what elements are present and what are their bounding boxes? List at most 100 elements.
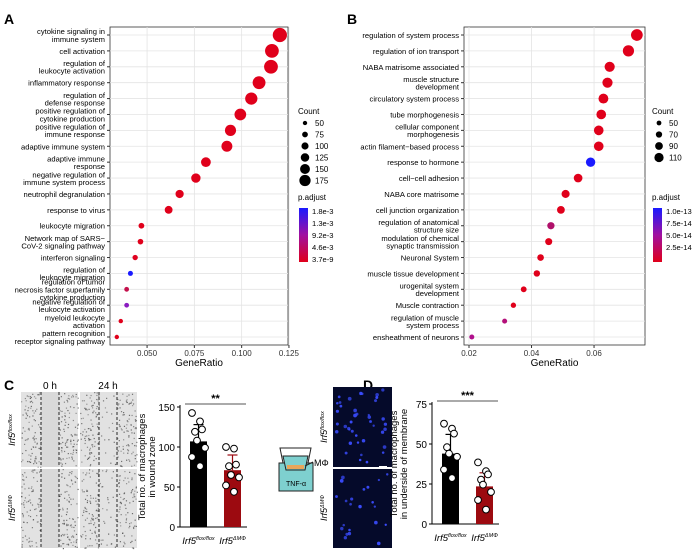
x-tick-label: 0.125	[279, 349, 300, 358]
panel-label-d: D	[363, 377, 373, 393]
cell-speck	[132, 451, 134, 453]
cell-speck	[29, 499, 31, 501]
cell-speck	[59, 443, 61, 445]
cell-speck	[68, 416, 70, 419]
cell-speck	[118, 440, 120, 442]
cell-speck	[96, 394, 98, 397]
cell-speck	[123, 414, 125, 416]
padjust-legend-label: 5.0e-14	[666, 231, 692, 240]
nucleus	[344, 499, 348, 503]
data-point	[198, 425, 206, 434]
cell-speck	[82, 417, 84, 419]
cell-speck	[135, 487, 137, 489]
cell-speck	[28, 487, 30, 489]
nucleus	[369, 420, 372, 423]
count-legend-dot	[656, 120, 662, 126]
term-label-line: Muscle contraction	[396, 301, 459, 310]
cell-speck	[123, 498, 125, 500]
cell-speck	[89, 449, 91, 451]
x-tick-label: 0.075	[184, 349, 205, 358]
nucleus	[353, 408, 357, 413]
cell-speck	[63, 477, 66, 479]
padjust-colorbar	[653, 208, 662, 262]
category-label: Irf5flox/flox	[434, 533, 467, 544]
cell-speck	[37, 521, 39, 523]
cell-speck	[90, 522, 92, 524]
cell-speck	[39, 522, 42, 525]
term-label-line: response to virus	[47, 206, 105, 215]
cell-speck	[75, 533, 78, 536]
data-point	[450, 429, 458, 438]
cell-speck	[131, 547, 134, 549]
cell-speck	[65, 407, 68, 409]
cell-speck	[26, 413, 28, 415]
term-label-line: immune system process	[23, 178, 105, 187]
cell-speck	[26, 522, 28, 524]
cell-speck	[126, 459, 128, 461]
cell-speck	[127, 452, 129, 454]
cell-speck	[122, 532, 124, 534]
nucleus	[343, 536, 348, 540]
cell-speck	[86, 490, 89, 492]
cell-speck	[124, 543, 126, 545]
data-point	[235, 473, 243, 482]
cell-speck	[70, 453, 72, 455]
cell-speck	[118, 475, 120, 477]
cell-speck	[117, 456, 119, 458]
x-tick-label: 0.02	[461, 349, 477, 358]
cell-speck	[30, 400, 33, 402]
cell-speck	[126, 430, 128, 432]
y-tick-label: 50	[164, 483, 176, 494]
cell-speck	[100, 543, 103, 545]
count-legend-dot	[302, 131, 308, 138]
cell-speck	[83, 478, 85, 481]
data-point	[137, 238, 144, 245]
term-label-line: adaptive immune system	[21, 142, 105, 151]
cell-speck	[31, 540, 33, 543]
cell-speck	[125, 427, 127, 429]
term-label-line: regulation of	[63, 59, 106, 68]
cell-speck	[66, 511, 68, 513]
term-label-line: circulatory system process	[370, 95, 460, 104]
cell-speck	[131, 465, 133, 467]
cell-speck	[121, 429, 123, 431]
cell-speck	[95, 500, 97, 502]
cell-speck	[122, 414, 124, 416]
cell-speck	[21, 473, 24, 476]
cell-speck	[127, 512, 129, 514]
cell-speck	[27, 407, 30, 409]
term-label-line: negative regulation of	[32, 170, 106, 179]
cell-speck	[123, 431, 125, 433]
cell-speck	[85, 538, 87, 540]
cell-speck	[75, 540, 77, 542]
term-label: leukocyte migration	[40, 222, 105, 231]
cell-speck	[132, 399, 134, 401]
cell-speck	[129, 460, 131, 462]
data-point	[201, 443, 209, 452]
nucleus	[361, 438, 366, 443]
count-legend-label: 50	[315, 119, 324, 128]
cell-speck	[86, 472, 88, 474]
cell-speck	[72, 419, 74, 422]
cell-speck	[77, 488, 79, 491]
data-point	[440, 465, 448, 474]
cell-speck	[70, 524, 72, 526]
cell-speck	[74, 524, 76, 527]
cell-speck	[114, 546, 116, 548]
cell-speck	[36, 472, 38, 474]
cell-speck	[69, 525, 72, 527]
cell-speck	[134, 490, 136, 492]
cell-speck	[126, 401, 128, 403]
cell-speck	[21, 503, 23, 505]
cell-speck	[28, 427, 30, 430]
cell-speck	[122, 448, 124, 450]
cell-speck	[93, 522, 96, 524]
cell-speck	[26, 460, 29, 463]
cell-speck	[61, 463, 63, 465]
cell-speck	[91, 518, 93, 520]
cell-speck	[62, 533, 64, 536]
cell-speck	[130, 424, 132, 426]
cell-speck	[125, 519, 128, 521]
cell-speck	[61, 465, 63, 467]
